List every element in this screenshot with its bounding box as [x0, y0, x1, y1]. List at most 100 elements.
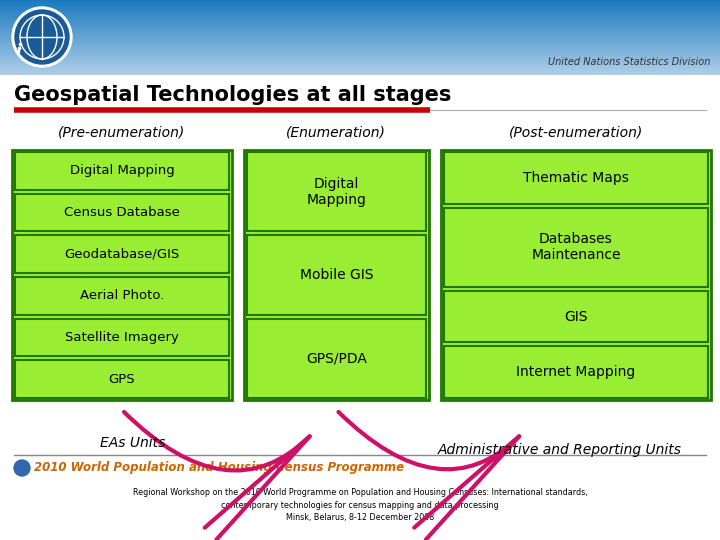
Bar [12, 150, 232, 400]
Bar [0, 21, 720, 22]
Bar [0, 17, 720, 18]
Circle shape [15, 10, 69, 64]
Bar [444, 291, 708, 342]
Bar [0, 61, 720, 62]
Bar [0, 51, 720, 52]
Bar [0, 15, 720, 16]
Bar [15, 319, 229, 356]
Bar [0, 39, 720, 40]
Bar [0, 67, 720, 68]
Bar [0, 5, 720, 6]
Bar [0, 54, 720, 55]
Text: Regional Workshop on the 2010 World Programme on Population and Housing Censuses: Regional Workshop on the 2010 World Prog… [132, 488, 588, 522]
Bar [0, 75, 720, 540]
Bar [0, 13, 720, 14]
Text: Satellite Imagery: Satellite Imagery [65, 331, 179, 344]
Bar [0, 45, 720, 46]
Bar [0, 0, 720, 1]
Text: Digital Mapping: Digital Mapping [70, 164, 174, 177]
Bar [0, 9, 720, 10]
Bar [0, 29, 720, 30]
Circle shape [14, 460, 30, 476]
Text: EAs Units: EAs Units [100, 436, 166, 450]
Bar [0, 22, 720, 23]
Bar [0, 42, 720, 43]
Text: GIS: GIS [564, 309, 588, 323]
Bar [0, 57, 720, 58]
Bar [0, 33, 720, 34]
Bar [0, 59, 720, 60]
Bar [444, 152, 708, 204]
Bar [0, 58, 720, 59]
Bar [0, 56, 720, 57]
Text: (Pre-enumeration): (Pre-enumeration) [58, 125, 186, 139]
Bar [0, 12, 720, 13]
Bar [441, 150, 711, 400]
Bar [0, 50, 720, 51]
Text: Geospatial Technologies at all stages: Geospatial Technologies at all stages [14, 85, 451, 105]
Text: Aerial Photo.: Aerial Photo. [80, 289, 164, 302]
Bar [0, 24, 720, 25]
Bar [15, 277, 229, 315]
Bar [0, 64, 720, 65]
Bar [0, 43, 720, 44]
Text: Administrative and Reporting Units: Administrative and Reporting Units [438, 443, 682, 457]
Bar [0, 65, 720, 66]
Text: Mobile GIS: Mobile GIS [300, 268, 373, 282]
Bar [0, 3, 720, 4]
Bar [0, 48, 720, 49]
Bar [0, 69, 720, 70]
Bar [444, 347, 708, 398]
Bar [0, 63, 720, 64]
Bar [0, 55, 720, 56]
Text: 2010 World Population and Housing Census Programme: 2010 World Population and Housing Census… [34, 462, 404, 475]
Text: Thematic Maps: Thematic Maps [523, 171, 629, 185]
Bar [0, 4, 720, 5]
Bar [0, 36, 720, 37]
Bar [0, 10, 720, 11]
Bar [0, 19, 720, 20]
Bar [0, 34, 720, 35]
Bar [15, 152, 229, 190]
Bar [15, 194, 229, 231]
Bar [0, 25, 720, 26]
Bar [0, 40, 720, 41]
Bar [0, 30, 720, 31]
Circle shape [12, 7, 72, 67]
Text: GPS/PDA: GPS/PDA [306, 352, 367, 366]
Bar [15, 360, 229, 398]
Bar [244, 150, 429, 400]
Bar [0, 32, 720, 33]
Bar [0, 35, 720, 36]
Text: Geodatabase/GIS: Geodatabase/GIS [64, 248, 179, 261]
Bar [0, 44, 720, 45]
Bar [0, 14, 720, 15]
Bar [15, 235, 229, 273]
Bar [0, 27, 720, 28]
Bar [0, 47, 720, 48]
Bar [0, 28, 720, 29]
Bar [0, 11, 720, 12]
Bar [0, 2, 720, 3]
Text: Census Database: Census Database [64, 206, 180, 219]
Bar [0, 38, 720, 39]
Bar [0, 52, 720, 53]
Text: (Post-enumeration): (Post-enumeration) [509, 125, 643, 139]
Bar [0, 31, 720, 32]
Bar [0, 1, 720, 2]
Text: Internet Mapping: Internet Mapping [516, 365, 636, 379]
Bar [247, 152, 426, 231]
Bar [0, 62, 720, 63]
Bar [0, 46, 720, 47]
Bar [0, 18, 720, 19]
Bar [0, 73, 720, 74]
Bar [0, 70, 720, 71]
Bar [0, 37, 720, 38]
Bar [247, 235, 426, 315]
Bar [0, 66, 720, 67]
Bar [0, 7, 720, 8]
Bar [0, 6, 720, 7]
Bar [0, 72, 720, 73]
Bar [444, 207, 708, 287]
Bar [0, 26, 720, 27]
